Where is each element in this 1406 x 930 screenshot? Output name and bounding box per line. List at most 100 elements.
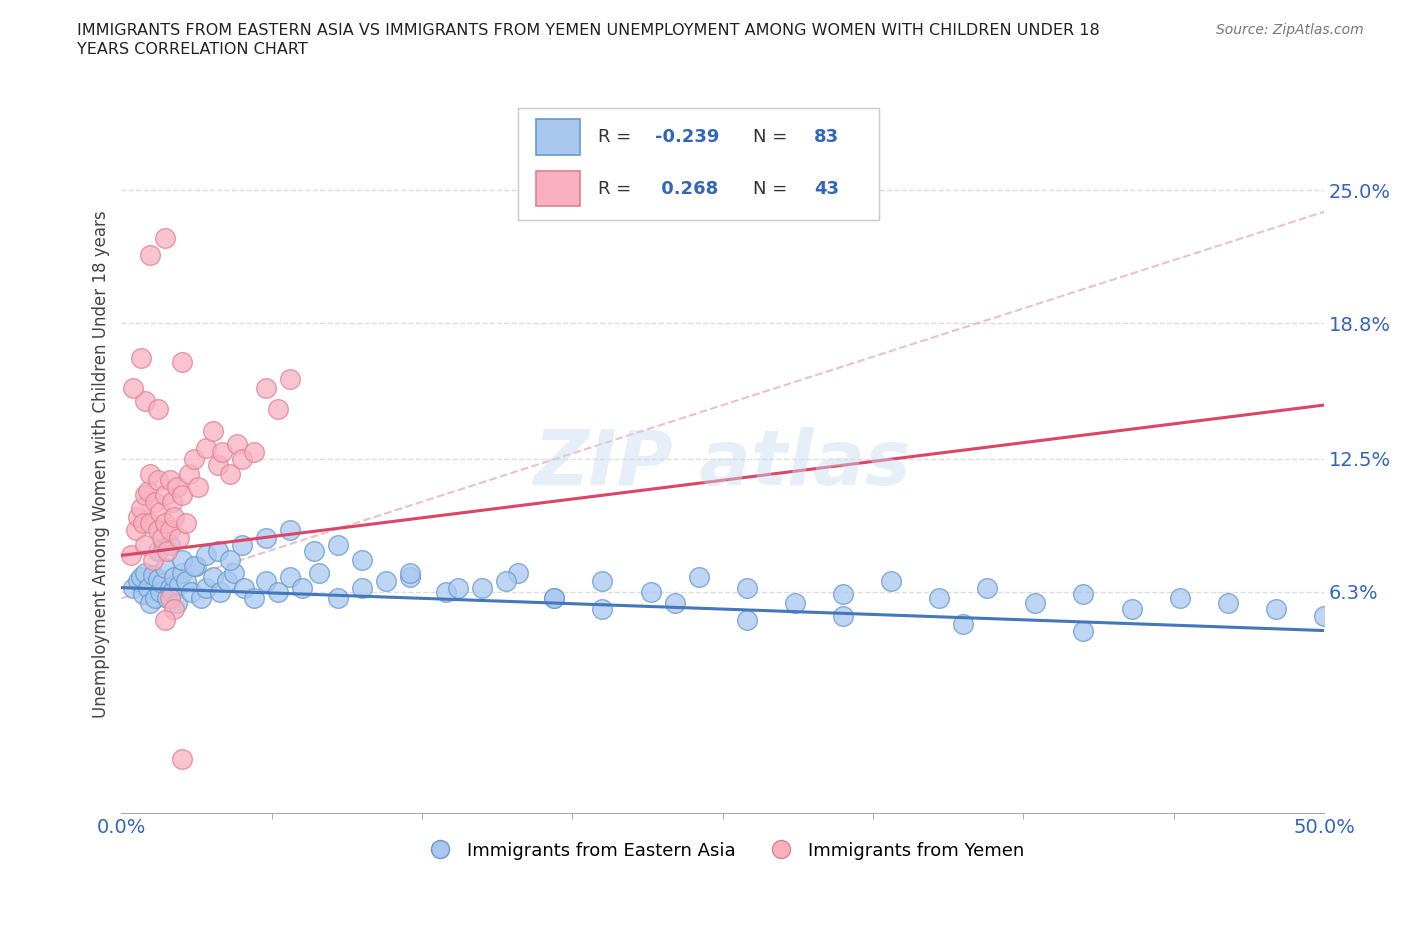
Point <box>735 580 758 595</box>
Point <box>187 479 209 494</box>
Point <box>543 591 565 605</box>
Point <box>508 565 530 580</box>
Point <box>832 587 855 602</box>
Point <box>149 505 172 520</box>
Point <box>122 580 145 595</box>
Point <box>233 580 256 595</box>
Point <box>134 565 156 580</box>
Point <box>291 580 314 595</box>
Point <box>1073 587 1095 602</box>
Point <box>1024 595 1046 610</box>
Point <box>163 569 186 584</box>
Point <box>153 516 176 531</box>
Point <box>153 230 176 245</box>
Point <box>163 602 186 617</box>
Point <box>350 580 373 595</box>
Point <box>278 522 301 537</box>
Point <box>132 587 155 602</box>
Legend: Immigrants from Eastern Asia, Immigrants from Yemen: Immigrants from Eastern Asia, Immigrants… <box>415 834 1031 867</box>
Point <box>783 595 806 610</box>
Point <box>194 441 217 456</box>
Point <box>302 544 325 559</box>
Point <box>735 612 758 627</box>
Point <box>146 472 169 487</box>
Point <box>132 516 155 531</box>
Point <box>254 380 277 395</box>
Point <box>150 531 173 546</box>
Point <box>156 544 179 559</box>
Point <box>153 561 176 576</box>
Point <box>1216 595 1239 610</box>
Point <box>139 466 162 481</box>
Point <box>952 617 974 631</box>
Text: YEARS CORRELATION CHART: YEARS CORRELATION CHART <box>77 42 308 57</box>
Point <box>160 584 183 599</box>
Point <box>176 574 198 589</box>
Point <box>183 559 205 574</box>
Point <box>832 608 855 623</box>
Point <box>688 569 710 584</box>
Point <box>163 510 186 525</box>
Point <box>218 552 240 567</box>
Point <box>156 591 179 605</box>
Point <box>146 522 169 537</box>
Point <box>254 531 277 546</box>
Point <box>159 472 181 487</box>
Point <box>122 380 145 395</box>
Point <box>136 580 159 595</box>
Point <box>434 584 457 599</box>
Point <box>326 591 349 605</box>
Point <box>201 569 224 584</box>
Point <box>134 488 156 503</box>
Point <box>142 552 165 567</box>
Y-axis label: Unemployment Among Women with Children Under 18 years: Unemployment Among Women with Children U… <box>93 210 110 718</box>
Point <box>447 580 470 595</box>
Point <box>211 445 233 459</box>
Point <box>218 466 240 481</box>
Point <box>180 584 202 599</box>
Point <box>146 544 169 559</box>
Point <box>242 445 264 459</box>
Point <box>217 574 239 589</box>
Point <box>159 522 181 537</box>
Point <box>254 574 277 589</box>
Point <box>201 423 224 438</box>
Point <box>278 372 301 387</box>
Point <box>143 591 166 605</box>
Point <box>375 574 398 589</box>
Point <box>231 451 253 466</box>
Point <box>1073 623 1095 638</box>
Point <box>129 351 152 365</box>
Point <box>143 494 166 509</box>
Point <box>495 574 517 589</box>
Point <box>159 591 181 605</box>
Point <box>146 572 169 587</box>
Point <box>308 565 330 580</box>
Point <box>640 584 662 599</box>
Point <box>1121 602 1143 617</box>
Point <box>139 247 162 262</box>
Point <box>194 580 217 595</box>
Point <box>167 531 190 546</box>
Point <box>326 538 349 552</box>
Point <box>136 484 159 498</box>
Point <box>159 580 181 595</box>
Point <box>170 552 193 567</box>
Point <box>184 559 207 574</box>
Point <box>207 458 229 472</box>
Point <box>127 510 149 525</box>
Point <box>166 479 188 494</box>
Point <box>209 584 232 599</box>
Point <box>139 595 162 610</box>
Point <box>267 402 290 417</box>
Point <box>591 602 613 617</box>
Point <box>166 595 188 610</box>
Point <box>139 516 162 531</box>
Point <box>167 578 190 593</box>
Point <box>278 569 301 584</box>
Point <box>129 500 152 515</box>
Point <box>399 569 422 584</box>
Point <box>129 569 152 584</box>
Point <box>134 393 156 408</box>
Point <box>976 580 998 595</box>
